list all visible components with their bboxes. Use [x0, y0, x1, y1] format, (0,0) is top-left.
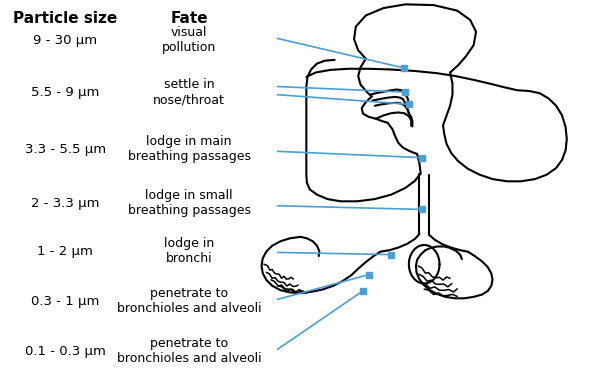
Text: 3.3 - 5.5 μm: 3.3 - 5.5 μm — [25, 143, 106, 156]
Text: 0.3 - 1 μm: 0.3 - 1 μm — [31, 295, 100, 308]
Text: visual
pollution: visual pollution — [162, 26, 216, 54]
Text: 9 - 30 μm: 9 - 30 μm — [33, 34, 97, 47]
Text: Fate: Fate — [170, 11, 208, 26]
Text: 5.5 - 9 μm: 5.5 - 9 μm — [31, 85, 100, 98]
Text: 1 - 2 μm: 1 - 2 μm — [37, 245, 93, 258]
Text: settle in
nose/throat: settle in nose/throat — [153, 78, 225, 106]
Text: 0.1 - 0.3 μm: 0.1 - 0.3 μm — [25, 345, 106, 358]
Text: penetrate to
bronchioles and alveoli: penetrate to bronchioles and alveoli — [117, 287, 262, 315]
Text: 2 - 3.3 μm: 2 - 3.3 μm — [31, 197, 100, 210]
Text: Particle size: Particle size — [13, 11, 118, 26]
Text: lodge in main
breathing passages: lodge in main breathing passages — [128, 135, 251, 163]
Text: lodge in
bronchi: lodge in bronchi — [164, 237, 214, 265]
Text: lodge in small
breathing passages: lodge in small breathing passages — [128, 189, 251, 217]
Text: penetrate to
bronchioles and alveoli: penetrate to bronchioles and alveoli — [117, 337, 262, 365]
